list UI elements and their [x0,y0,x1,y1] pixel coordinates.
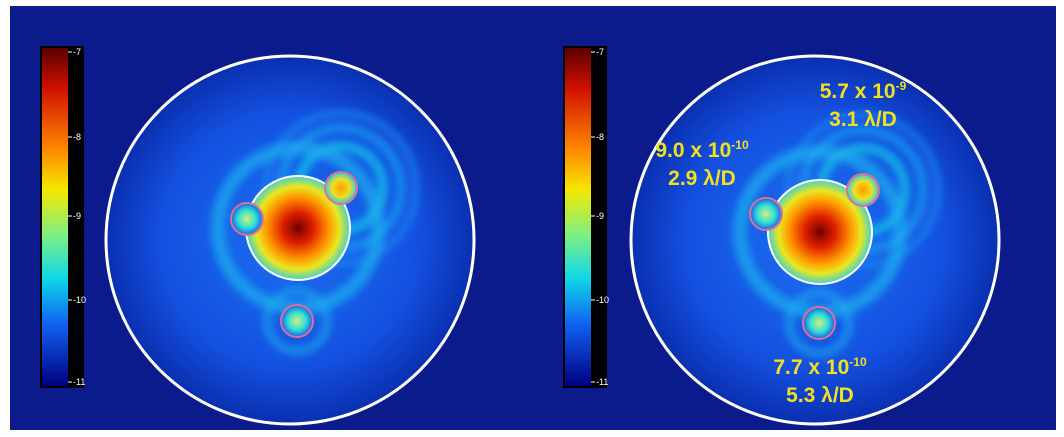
figure: -7-8-9-10-11-7-8-9-10-115.7 x 10-93.1 λ/… [0,0,1064,437]
annotation-separation: 5.3 λ/D [786,384,854,407]
colorbar-tick-label: -8 [596,132,604,142]
annotation-contrast: 5.7 x 10-9 [820,79,907,103]
colorbar-tick-label: -8 [73,132,81,142]
colorbar-tick-label: -7 [596,47,604,57]
contrast-exponent: -9 [896,79,907,93]
contrast-mantissa: 9.0 x 10 [655,139,731,162]
spot [848,175,878,205]
colorbar-tick-label: -9 [596,211,604,221]
annotation-separation: 3.1 λ/D [829,108,897,131]
colorbar-tick-label: -11 [73,377,85,387]
colorbar [565,48,591,386]
colorbar-tick-label: -10 [73,295,86,305]
contrast-exponent: -10 [849,355,867,369]
spot [232,204,262,234]
colorbar-tick-label: -7 [73,47,81,57]
contrast-mantissa: 7.7 x 10 [773,356,849,379]
colorbar-tick-label: -9 [73,211,81,221]
spot [751,199,781,229]
contrast-mantissa: 5.7 x 10 [820,80,896,103]
annotation-separation: 2.9 λ/D [668,167,736,190]
spot [804,308,834,338]
colorbar-tick-label: -10 [596,295,609,305]
spot [326,173,356,203]
colorbar [42,48,68,386]
spot [282,306,312,336]
colorbar-tick-label: -11 [596,377,608,387]
contrast-exponent: -10 [731,138,749,152]
